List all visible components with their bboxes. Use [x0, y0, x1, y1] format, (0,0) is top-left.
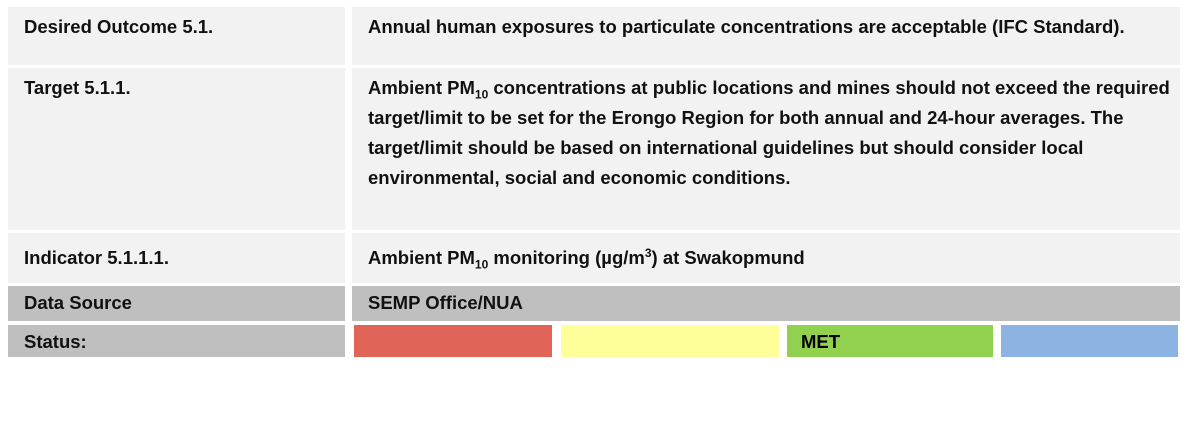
subscript: 10: [474, 87, 489, 102]
text-cell: Annual human exposures to particulate co…: [352, 7, 1180, 65]
text-cell: Ambient PM10 concentrations at public lo…: [352, 68, 1180, 230]
text: ) at Swakopmund: [651, 247, 805, 268]
subscript: 10: [474, 257, 489, 272]
label-cell: Indicator 5.1.1.1.: [8, 233, 345, 283]
text: SEMP Office/NUA: [368, 292, 523, 313]
label-cell: Target 5.1.1.: [8, 68, 345, 230]
text: concentrations at public locations and m…: [368, 77, 1170, 188]
label: Target 5.1.1.: [24, 77, 131, 98]
status-cell: [354, 325, 552, 357]
text: Annual human exposures to particulate co…: [368, 16, 1125, 37]
label-cell: Status:: [8, 325, 345, 357]
status-cell: [1001, 325, 1178, 357]
label-cell: Data Source: [8, 286, 345, 321]
label: Data Source: [24, 292, 132, 313]
label: Desired Outcome 5.1.: [24, 16, 214, 37]
superscript: 3: [644, 245, 652, 260]
status-cell: MET: [787, 325, 993, 357]
label-cell: Desired Outcome 5.1.: [8, 7, 345, 65]
text-cell: Ambient PM10 monitoring (µg/m3) at Swako…: [352, 233, 1180, 283]
text-cell: SEMP Office/NUA: [352, 286, 1180, 321]
text: Ambient PM: [368, 77, 475, 98]
text: Ambient PM: [368, 247, 475, 268]
text: monitoring (µg/m: [488, 247, 645, 268]
status-text: MET: [801, 331, 841, 352]
label: Indicator 5.1.1.1.: [24, 247, 169, 268]
label: Status:: [24, 331, 87, 352]
status-cell: [561, 325, 779, 357]
